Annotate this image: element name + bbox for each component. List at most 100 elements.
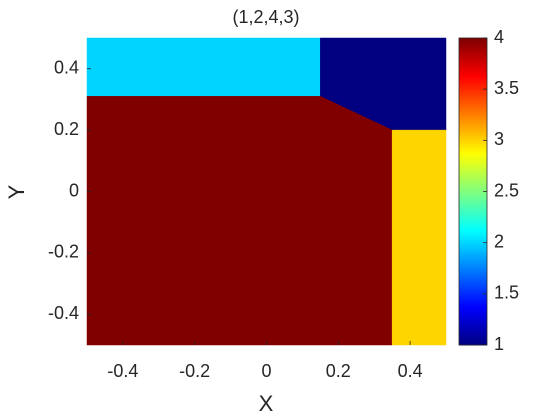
colorbar-cell bbox=[459, 153, 487, 157]
colorbar-cell bbox=[459, 261, 487, 264]
colorbar-cell bbox=[459, 109, 487, 113]
colorbar-cell bbox=[459, 323, 487, 327]
colorbar-tick-label: 1 bbox=[494, 334, 504, 354]
x-axis-label: X bbox=[259, 391, 274, 416]
colorbar-cell bbox=[459, 124, 487, 128]
colorbar-cell bbox=[459, 61, 487, 65]
colorbar-cell bbox=[459, 167, 487, 171]
x-tick-label: 0.2 bbox=[326, 361, 351, 381]
colorbar-cell bbox=[459, 57, 487, 61]
colorbar-cell bbox=[459, 318, 487, 322]
colorbar-cell bbox=[459, 93, 487, 97]
colorbar-cell bbox=[459, 237, 487, 240]
colorbar-cell bbox=[459, 321, 487, 324]
colorbar-cell bbox=[459, 141, 487, 145]
colorbar-cell bbox=[459, 81, 487, 85]
colorbar-cell bbox=[459, 285, 487, 288]
colorbar-cell bbox=[459, 83, 487, 87]
y-tick-label: -0.2 bbox=[48, 242, 79, 262]
colorbar-cell bbox=[459, 66, 487, 70]
colorbar-cell bbox=[459, 174, 487, 178]
colorbar-cell bbox=[459, 210, 487, 214]
colorbar-cell bbox=[459, 100, 487, 104]
colorbar-cell bbox=[459, 85, 487, 89]
colorbar-cell bbox=[459, 126, 487, 130]
colorbar-cell bbox=[459, 129, 487, 133]
colorbar-cell bbox=[459, 253, 487, 257]
colorbar-cell bbox=[459, 76, 487, 80]
colorbar-cell bbox=[459, 71, 487, 75]
colorbar-cell bbox=[459, 172, 487, 176]
colorbar-cell bbox=[459, 145, 487, 149]
colorbar-cell bbox=[459, 64, 487, 68]
colorbar-cell bbox=[459, 49, 487, 53]
colorbar-cell bbox=[459, 165, 487, 169]
x-tick-label: 0.4 bbox=[398, 361, 423, 381]
colorbar-cell bbox=[459, 52, 487, 56]
colorbar-cell bbox=[459, 184, 487, 188]
colorbar-cell bbox=[459, 105, 487, 109]
colorbar-cell bbox=[459, 304, 487, 308]
colorbar-cell bbox=[459, 138, 487, 142]
colorbar-cell bbox=[459, 95, 487, 99]
colorbar-tick-label: 2 bbox=[494, 231, 504, 251]
colorbar-cell bbox=[459, 78, 487, 82]
colorbar-cell bbox=[459, 160, 487, 164]
colorbar-cell bbox=[459, 186, 487, 190]
y-tick-label: 0.2 bbox=[54, 119, 79, 139]
colorbar-cell bbox=[459, 69, 487, 73]
colorbar-cell bbox=[459, 107, 487, 111]
colorbar-cell bbox=[459, 177, 487, 181]
colorbar-cell bbox=[459, 246, 487, 250]
colorbar-cell bbox=[459, 40, 487, 44]
colorbar-cell bbox=[459, 239, 487, 243]
colorbar-cell bbox=[459, 114, 487, 118]
colorbar-cell bbox=[459, 42, 487, 46]
colorbar-cell bbox=[459, 179, 487, 183]
colorbar-cell bbox=[459, 244, 487, 248]
colorbar-cell bbox=[459, 112, 487, 116]
colorbar-cell bbox=[459, 88, 487, 92]
colorbar-cell bbox=[459, 213, 487, 216]
colorbar-cell bbox=[459, 97, 487, 101]
colorbar-cell bbox=[459, 181, 487, 185]
colorbar-cell bbox=[459, 229, 487, 233]
colorbar-cell bbox=[459, 325, 487, 329]
y-tick-label: 0 bbox=[69, 180, 79, 200]
colorbar-cell bbox=[459, 289, 487, 293]
colorbar-cell bbox=[459, 282, 487, 286]
colorbar-cell bbox=[459, 335, 487, 339]
colorbar-tick-label: 4 bbox=[494, 27, 504, 47]
colorbar-cell bbox=[459, 217, 487, 221]
colorbar-cell bbox=[459, 227, 487, 231]
colorbar-cell bbox=[459, 313, 487, 317]
colorbar-cell bbox=[459, 73, 487, 77]
colorbar-cell bbox=[459, 297, 487, 300]
colorbar-cell bbox=[459, 316, 487, 320]
colorbar-cell bbox=[459, 287, 487, 291]
colorbar-cell bbox=[459, 38, 487, 41]
region bbox=[86, 96, 393, 346]
colorbar-cell bbox=[459, 270, 487, 274]
colorbar-tick-label: 2.5 bbox=[494, 180, 519, 200]
colorbar-cell bbox=[459, 299, 487, 303]
colorbar-cell bbox=[459, 102, 487, 106]
colorbar-cell bbox=[459, 222, 487, 226]
colorbar-cell bbox=[459, 148, 487, 152]
x-tick-label: -0.2 bbox=[179, 361, 210, 381]
colorbar-cell bbox=[459, 306, 487, 310]
colorbar-cell bbox=[459, 340, 487, 344]
colorbar-cell bbox=[459, 191, 487, 195]
colorbar-cell bbox=[459, 136, 487, 140]
colorbar-cell bbox=[459, 328, 487, 332]
colorbar-cell bbox=[459, 251, 487, 255]
colorbar-cell bbox=[459, 155, 487, 159]
colorbar-cell bbox=[459, 150, 487, 154]
colorbar-cell bbox=[459, 208, 487, 212]
colorbar-cell bbox=[459, 301, 487, 305]
colorbar-cell bbox=[459, 90, 487, 94]
region bbox=[391, 129, 447, 346]
colorbar-cell bbox=[459, 330, 487, 334]
colorbar-cell bbox=[459, 203, 487, 207]
